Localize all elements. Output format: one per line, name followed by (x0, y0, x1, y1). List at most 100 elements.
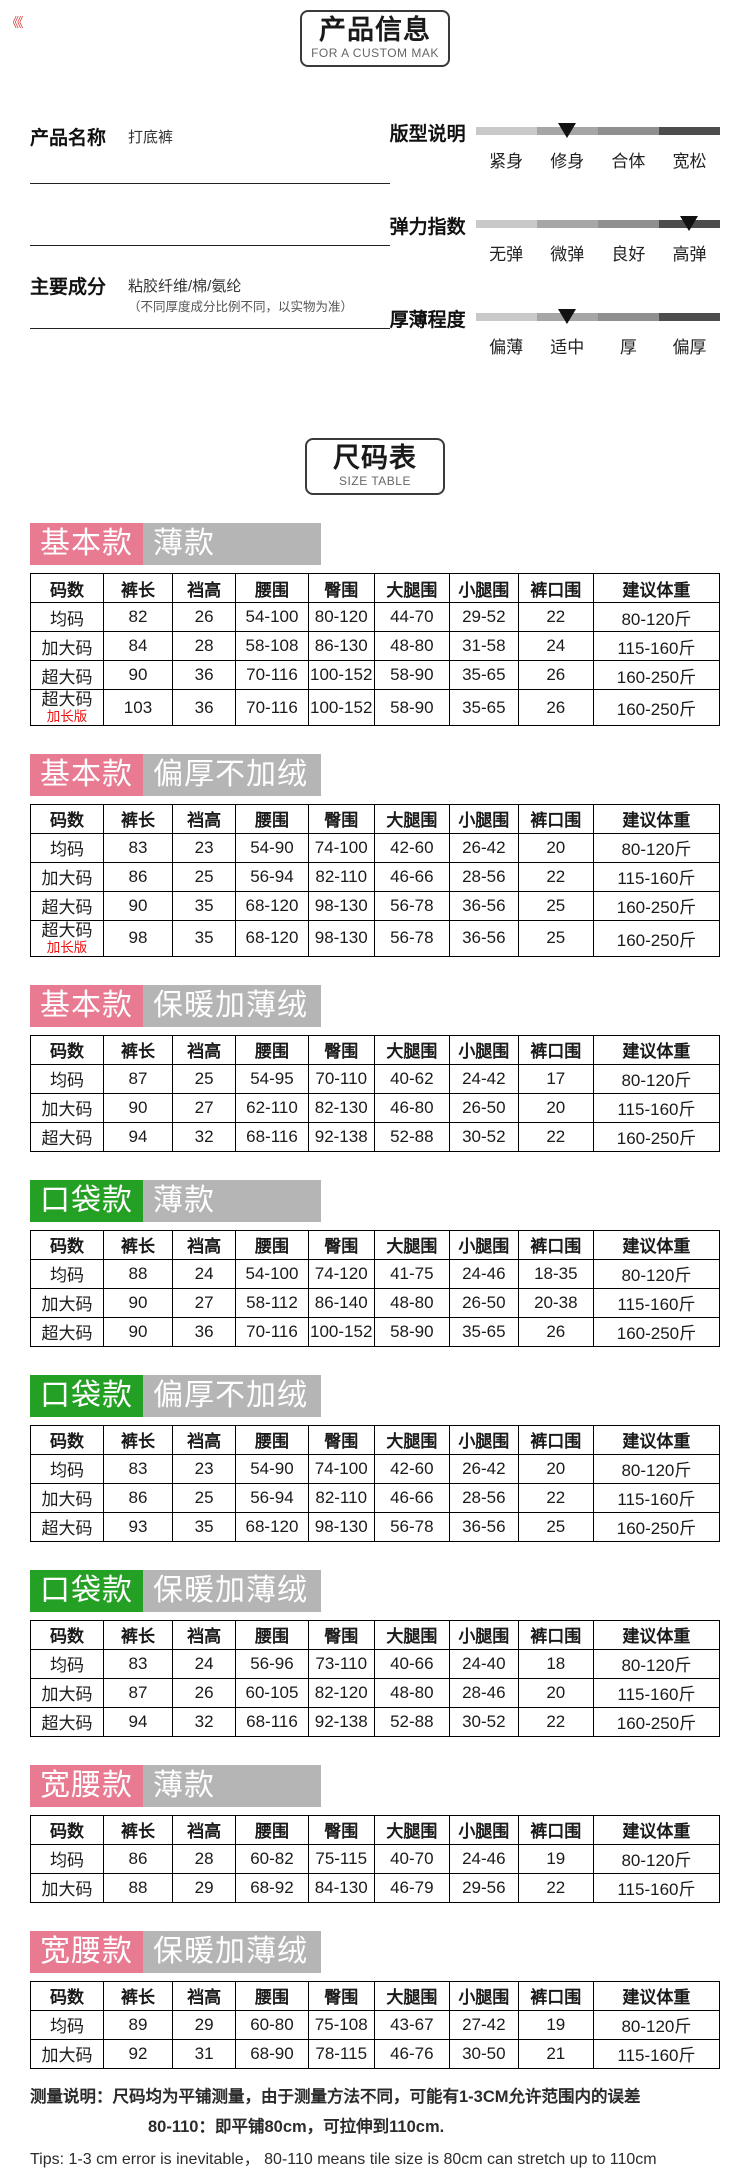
product-attributes: 产品名称 打底裤 主要成分 粘胶纤维/棉/氨纶 （不同厚度成分比例不同，以实物为… (30, 115, 390, 396)
size-table-section: 口袋款 偏厚不加绒 码数 裤长 裆高 腰围 臀围 大腿围 小腿围 裤口围 建议体重 均码 83 23 54-… (29, 1374, 721, 1542)
table-cell: 40-70 (373, 1843, 450, 1874)
table-cell: 46-66 (373, 861, 450, 892)
slider-segment (658, 313, 721, 322)
table-header-cell: 小腿围 (448, 573, 519, 604)
table-header-cell: 裤口围 (517, 1034, 594, 1065)
table-cell: 28-56 (448, 1482, 519, 1513)
table-cell: 28 (171, 631, 237, 662)
table-tag-main: 宽腰款 (30, 1930, 143, 1973)
table-cell: 54-95 (235, 1063, 309, 1094)
size-cell: 超大码 加长版 (29, 919, 105, 957)
table-cell: 26-42 (448, 832, 519, 863)
table-cell: 90 (103, 890, 173, 921)
table-cell: 32 (171, 1121, 237, 1152)
table-row: 均码 88 24 54-100 74-120 41-75 24-46 18-35 80-120斤 (29, 1258, 721, 1289)
size-table: 码数 裤长 裆高 腰围 臀围 大腿围 小腿围 裤口围 建议体重 均码 83 23 54-90 74-100… (29, 1424, 721, 1542)
table-header-row: 码数 裤长 裆高 腰围 臀围 大腿围 小腿围 裤口围 建议体重 (29, 1619, 721, 1650)
table-cell: 115-160斤 (592, 631, 721, 662)
table-header-cell: 臀围 (307, 1229, 375, 1260)
table-header-cell: 小腿围 (448, 803, 519, 834)
product-name-value: 打底裤 (128, 129, 174, 147)
slider-row: 版型说明 紧身 修身 合体 宽松 (390, 117, 721, 172)
table-cell: 90 (103, 1092, 173, 1123)
table-cell: 25 (517, 1511, 594, 1542)
size-cell: 均码 (29, 1453, 105, 1484)
table-cell: 98-130 (307, 890, 375, 921)
table-header-cell: 码数 (29, 1424, 105, 1455)
table-header-cell: 臀围 (307, 573, 375, 604)
size-cell: 超大码 (29, 660, 105, 691)
size-table-section: 基本款 保暖加薄绒 码数 裤长 裆高 腰围 臀围 大腿围 小腿围 裤口围 建议体重 均码 87 25 54-… (29, 984, 721, 1152)
table-header-cell: 大腿围 (373, 1814, 450, 1845)
size-table-title: 尺码表 (333, 443, 417, 474)
table-row: 加大码 88 29 68-92 84-130 46-79 29-56 22 115-160斤 (29, 1872, 721, 1903)
table-header-cell: 腰围 (235, 803, 309, 834)
table-header-cell: 大腿围 (373, 1034, 450, 1065)
table-cell: 25 (517, 919, 594, 957)
table-row: 超大码 90 36 70-116 100-152 58-90 35-65 26 160-250斤 (29, 660, 721, 691)
table-cell: 82-120 (307, 1677, 375, 1708)
table-cell: 68-120 (235, 1511, 309, 1542)
size-table: 码数 裤长 裆高 腰围 臀围 大腿围 小腿围 裤口围 建议体重 均码 89 29 60-80 75-108… (29, 1980, 721, 2069)
table-header-cell: 建议体重 (592, 1619, 721, 1650)
table-row: 均码 82 26 54-100 80-120 44-70 29-52 22 80-120斤 (29, 602, 721, 633)
table-row: 超大码 加长版 98 35 68-120 98-130 56-78 36-56 25 160-25… (29, 919, 721, 957)
table-cell: 84-130 (307, 1872, 375, 1903)
slider-label: 厚薄程度 (389, 310, 466, 332)
table-cell: 94 (103, 1121, 173, 1152)
slider-row: 厚薄程度 偏薄 适中 厚 偏厚 (389, 303, 721, 358)
table-header-cell: 裆高 (171, 803, 237, 834)
table-cell: 160-250斤 (592, 919, 721, 957)
table-cell: 80-120斤 (592, 832, 721, 863)
note-line-1: 测量说明：尺码均为平铺测量，由于测量方法不同，可能有1-3CM允许范围内的误差 (30, 2087, 641, 2106)
table-cell: 160-250斤 (592, 1511, 721, 1542)
table-header-cell: 裤长 (103, 1034, 173, 1065)
size-name: 超大码 (41, 920, 93, 940)
attribute-sliders: 版型说明 紧身 修身 合体 宽松 弹力指数 无弹 微弹 良好 高弹 厚薄程度 偏薄 适中 厚 偏厚 (389, 115, 721, 396)
table-cell: 56-78 (373, 919, 450, 957)
table-tag-bar: 宽腰款 保暖加薄绒 (30, 1930, 720, 1973)
page-subtitle: FOR A CUSTOM MAK (311, 46, 439, 61)
table-cell: 70-110 (307, 1063, 375, 1094)
table-header-cell: 腰围 (235, 1229, 309, 1260)
table-cell: 54-100 (235, 602, 309, 633)
table-cell: 20 (517, 1092, 594, 1123)
page-title: 产品信息 (319, 15, 431, 45)
table-cell: 60-80 (235, 2009, 309, 2040)
table-tag-main: 口袋款 (30, 1179, 143, 1222)
slider-options: 无弹 微弹 良好 高弹 (476, 240, 720, 265)
table-header-cell: 裤长 (103, 1619, 173, 1650)
size-table: 码数 裤长 裆高 腰围 臀围 大腿围 小腿围 裤口围 建议体重 均码 86 28 60-82 75-115… (29, 1814, 721, 1903)
table-row: 超大码 90 36 70-116 100-152 58-90 35-65 26 160-250斤 (29, 1316, 721, 1347)
table-cell: 27-42 (448, 2009, 519, 2040)
table-tag-main: 宽腰款 (30, 1764, 143, 1807)
table-tag-variant: 偏厚不加绒 (143, 753, 321, 796)
table-row: 加大码 87 26 60-105 82-120 48-80 28-46 20 115-160斤 (29, 1677, 721, 1708)
table-cell: 100-152 (307, 660, 375, 691)
table-header-row: 码数 裤长 裆高 腰围 臀围 大腿围 小腿围 裤口围 建议体重 (29, 573, 721, 604)
table-header-cell: 码数 (29, 1814, 105, 1845)
slider-segment (475, 127, 537, 136)
table-tag-variant: 保暖加薄绒 (143, 1930, 321, 1973)
table-header-cell: 裆高 (171, 1814, 237, 1845)
slider-options: 偏薄 适中 厚 偏厚 (476, 333, 720, 358)
table-header-cell: 建议体重 (592, 803, 721, 834)
table-cell: 54-100 (235, 1258, 309, 1289)
table-header-cell: 裤口围 (517, 1980, 594, 2011)
table-header-row: 码数 裤长 裆高 腰围 臀围 大腿围 小腿围 裤口围 建议体重 (29, 803, 721, 834)
slider-body: 偏薄 适中 厚 偏厚 (475, 303, 721, 358)
table-cell: 100-152 (307, 689, 375, 726)
slider-options: 紧身 修身 合体 宽松 (476, 147, 720, 172)
table-tag-bar: 基本款 保暖加薄绒 (30, 984, 720, 1027)
table-cell: 60-105 (235, 1677, 309, 1708)
table-cell: 115-160斤 (592, 1482, 721, 1513)
table-row: 超大码 加长版 103 36 70-116 100-152 58-90 35-65 26 160-… (29, 689, 721, 726)
slider-body: 无弹 微弹 良好 高弹 (475, 210, 721, 265)
note-line-2: 80-110：即平铺80cm，可拉伸到110cm. (148, 2117, 445, 2136)
size-cell: 加大码 (29, 861, 105, 892)
table-cell: 115-160斤 (592, 1872, 721, 1903)
table-cell: 27 (171, 1287, 237, 1318)
table-tag-bar: 口袋款 保暖加薄绒 (30, 1569, 720, 1612)
table-cell: 30-52 (448, 1706, 519, 1737)
table-header-cell: 腰围 (235, 1034, 309, 1065)
